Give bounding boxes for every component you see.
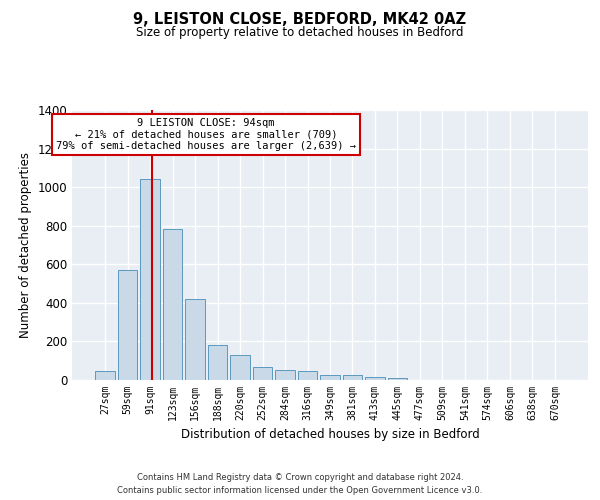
Bar xyxy=(95,372,115,380)
Text: Contains HM Land Registry data © Crown copyright and database right 2024.: Contains HM Land Registry data © Crown c… xyxy=(137,472,463,482)
Bar xyxy=(163,228,182,380)
Bar xyxy=(275,370,295,380)
Bar xyxy=(208,346,227,380)
Bar xyxy=(230,355,250,380)
Bar xyxy=(388,378,407,380)
Bar xyxy=(343,375,362,380)
Bar xyxy=(320,374,340,380)
Text: Size of property relative to detached houses in Bedford: Size of property relative to detached ho… xyxy=(136,26,464,39)
Bar xyxy=(253,368,272,380)
Bar xyxy=(298,372,317,380)
Bar xyxy=(140,180,160,380)
Bar xyxy=(185,299,205,380)
Text: 9 LEISTON CLOSE: 94sqm
← 21% of detached houses are smaller (709)
79% of semi-de: 9 LEISTON CLOSE: 94sqm ← 21% of detached… xyxy=(56,118,356,152)
Y-axis label: Number of detached properties: Number of detached properties xyxy=(19,152,32,338)
Bar xyxy=(365,376,385,380)
Text: Contains public sector information licensed under the Open Government Licence v3: Contains public sector information licen… xyxy=(118,486,482,495)
Text: 9, LEISTON CLOSE, BEDFORD, MK42 0AZ: 9, LEISTON CLOSE, BEDFORD, MK42 0AZ xyxy=(133,12,467,28)
X-axis label: Distribution of detached houses by size in Bedford: Distribution of detached houses by size … xyxy=(181,428,479,442)
Bar xyxy=(118,270,137,380)
